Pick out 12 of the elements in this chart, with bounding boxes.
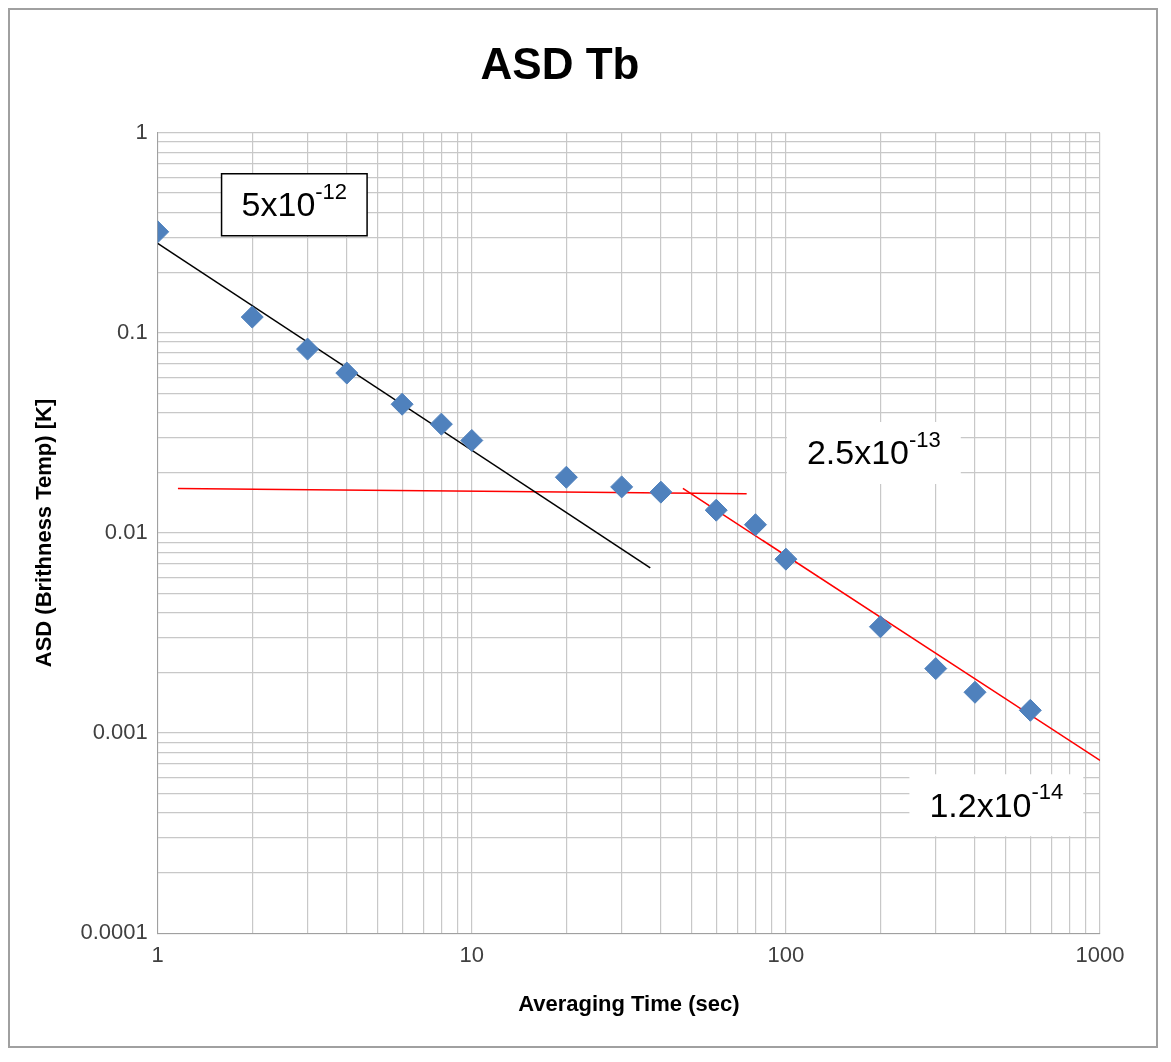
y-tick-label: 0.01	[104, 519, 148, 545]
y-tick-label: 1	[135, 118, 148, 144]
x-tick-label: 1000	[1075, 942, 1125, 968]
y-tick-label: 0.1	[117, 318, 148, 344]
x-axis-title: Averaging Time (sec)	[518, 990, 740, 1016]
y-axis-title: ASD (Brithness Temp) [K]	[31, 398, 57, 668]
x-tick-label: 10	[459, 942, 485, 968]
x-tick-label: 1	[151, 942, 164, 968]
chart-title: ASD Tb	[480, 38, 640, 88]
y-tick-label: 0.001	[92, 719, 148, 745]
y-tick-label: 0.0001	[80, 919, 148, 945]
x-tick-label: 100	[767, 942, 805, 968]
